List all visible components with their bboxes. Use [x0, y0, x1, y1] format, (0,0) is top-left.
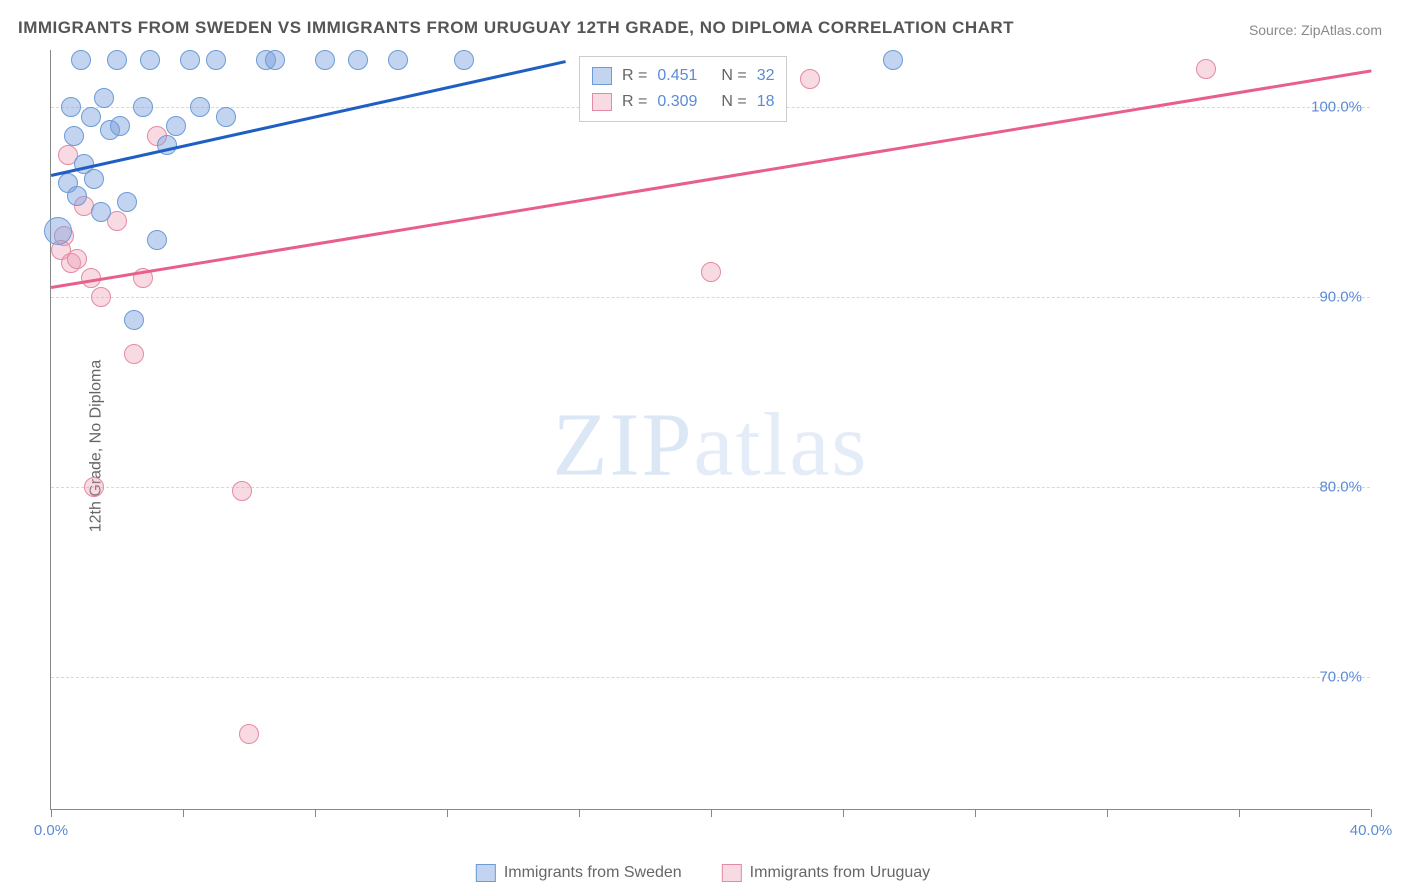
data-point: [91, 202, 111, 222]
data-point: [61, 97, 81, 117]
x-tick: [1107, 809, 1108, 817]
data-point: [110, 116, 130, 136]
legend-swatch: [592, 93, 612, 111]
legend-swatch: [722, 864, 742, 882]
source-attribution: Source: ZipAtlas.com: [1249, 22, 1382, 38]
watermark: ZIPatlas: [553, 393, 869, 496]
x-tick-label: 40.0%: [1350, 822, 1393, 839]
stats-legend-row: R = 0.309 N = 18: [592, 89, 774, 115]
y-tick-label: 100.0%: [1311, 99, 1362, 116]
series-legend: Immigrants from Sweden Immigrants from Ur…: [476, 864, 930, 882]
data-point: [206, 50, 226, 70]
data-point: [133, 97, 153, 117]
x-tick: [1371, 809, 1372, 817]
r-label: R =: [622, 89, 647, 115]
chart-container: IMMIGRANTS FROM SWEDEN VS IMMIGRANTS FRO…: [0, 0, 1406, 892]
y-tick-label: 70.0%: [1319, 669, 1362, 686]
data-point: [107, 50, 127, 70]
data-point: [883, 50, 903, 70]
x-tick: [447, 809, 448, 817]
data-point: [190, 97, 210, 117]
legend-swatch: [592, 67, 612, 85]
y-tick-label: 90.0%: [1319, 289, 1362, 306]
y-tick-label: 80.0%: [1319, 479, 1362, 496]
data-point: [1196, 59, 1216, 79]
legend-item: Immigrants from Uruguay: [722, 864, 931, 882]
watermark-bold: ZIP: [553, 395, 694, 494]
data-point: [124, 310, 144, 330]
data-point: [239, 724, 259, 744]
data-point: [84, 169, 104, 189]
data-point: [701, 262, 721, 282]
chart-title: IMMIGRANTS FROM SWEDEN VS IMMIGRANTS FRO…: [18, 18, 1014, 38]
data-point: [454, 50, 474, 70]
data-point: [94, 88, 114, 108]
data-point: [180, 50, 200, 70]
data-point: [71, 50, 91, 70]
legend-label: Immigrants from Uruguay: [750, 864, 931, 882]
data-point: [91, 287, 111, 307]
stats-legend-row: R = 0.451 N = 32: [592, 63, 774, 89]
source-link[interactable]: ZipAtlas.com: [1301, 22, 1382, 38]
gridline: [51, 677, 1370, 678]
r-value: 0.309: [657, 89, 711, 115]
data-point: [64, 126, 84, 146]
n-label: N =: [721, 63, 746, 89]
r-label: R =: [622, 63, 647, 89]
data-point: [265, 50, 285, 70]
watermark-thin: atlas: [694, 395, 869, 494]
r-value: 0.451: [657, 63, 711, 89]
legend-label: Immigrants from Sweden: [504, 864, 682, 882]
n-label: N =: [721, 89, 746, 115]
x-tick: [579, 809, 580, 817]
data-point: [166, 116, 186, 136]
data-point: [117, 192, 137, 212]
x-tick: [1239, 809, 1240, 817]
x-tick: [843, 809, 844, 817]
legend-item: Immigrants from Sweden: [476, 864, 682, 882]
data-point: [388, 50, 408, 70]
data-point: [147, 230, 167, 250]
data-point: [216, 107, 236, 127]
legend-swatch: [476, 864, 496, 882]
x-tick: [51, 809, 52, 817]
data-point: [67, 186, 87, 206]
data-point: [124, 344, 144, 364]
source-prefix: Source:: [1249, 22, 1301, 38]
data-point: [232, 481, 252, 501]
x-tick: [711, 809, 712, 817]
data-point: [315, 50, 335, 70]
trend-line: [51, 60, 566, 176]
data-point: [140, 50, 160, 70]
n-value: 18: [757, 89, 775, 115]
x-tick: [183, 809, 184, 817]
data-point: [44, 217, 72, 245]
x-tick: [975, 809, 976, 817]
data-point: [800, 69, 820, 89]
n-value: 32: [757, 63, 775, 89]
x-tick-label: 0.0%: [34, 822, 68, 839]
plot-area: ZIPatlas 100.0%90.0%80.0%70.0%0.0%40.0%R…: [50, 50, 1370, 810]
data-point: [81, 107, 101, 127]
data-point: [84, 477, 104, 497]
x-tick: [315, 809, 316, 817]
stats-legend: R = 0.451 N = 32 R = 0.309 N = 18: [579, 56, 787, 122]
data-point: [67, 249, 87, 269]
gridline: [51, 297, 1370, 298]
data-point: [348, 50, 368, 70]
